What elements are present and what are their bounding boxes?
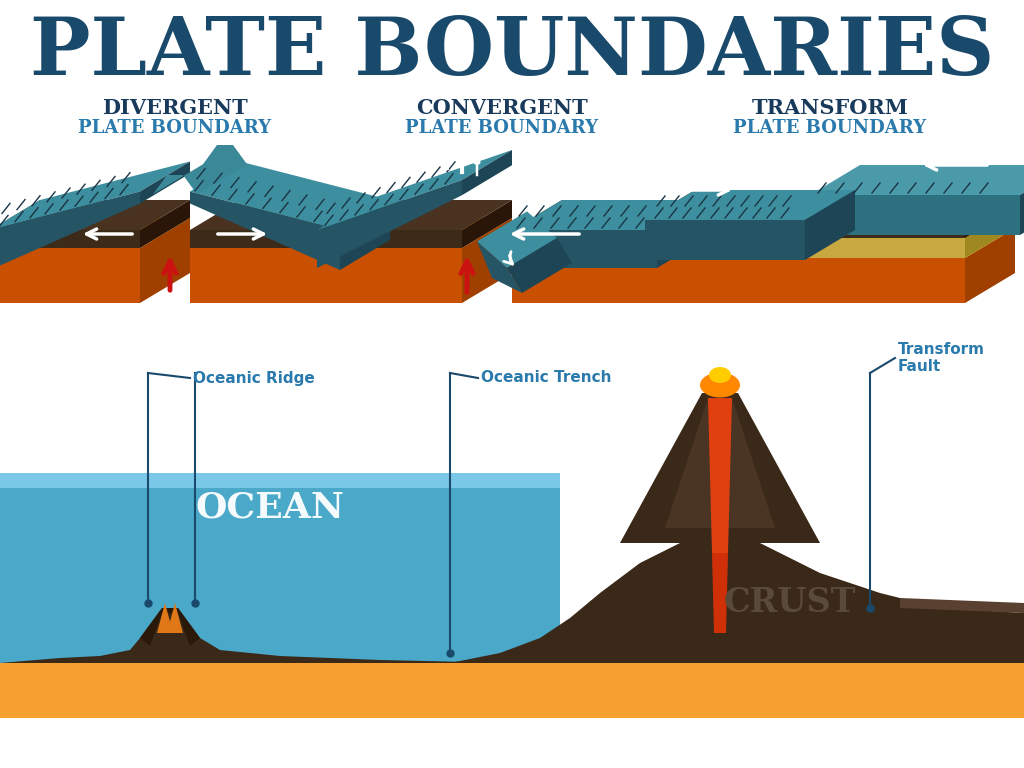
Polygon shape bbox=[0, 218, 190, 248]
Polygon shape bbox=[340, 200, 390, 248]
Polygon shape bbox=[0, 473, 560, 488]
Polygon shape bbox=[317, 180, 462, 268]
Text: CONVERGENT: CONVERGENT bbox=[416, 98, 588, 118]
Polygon shape bbox=[190, 218, 390, 248]
Text: TRANSFORM: TRANSFORM bbox=[752, 98, 908, 118]
Ellipse shape bbox=[700, 372, 740, 398]
Polygon shape bbox=[190, 191, 340, 270]
Polygon shape bbox=[512, 248, 657, 303]
Text: PLATE BOUNDARIES: PLATE BOUNDARIES bbox=[30, 14, 994, 92]
Text: PLATE BOUNDARY: PLATE BOUNDARY bbox=[79, 119, 271, 137]
Polygon shape bbox=[340, 200, 390, 270]
Polygon shape bbox=[0, 248, 140, 303]
Polygon shape bbox=[317, 150, 512, 230]
Polygon shape bbox=[153, 145, 247, 194]
Polygon shape bbox=[708, 398, 732, 553]
Polygon shape bbox=[665, 398, 775, 528]
Polygon shape bbox=[140, 161, 190, 204]
Polygon shape bbox=[190, 248, 340, 303]
Polygon shape bbox=[317, 200, 512, 230]
Polygon shape bbox=[657, 200, 707, 248]
Polygon shape bbox=[317, 218, 512, 248]
Polygon shape bbox=[140, 200, 190, 248]
Polygon shape bbox=[462, 218, 512, 303]
Polygon shape bbox=[900, 598, 1024, 613]
Polygon shape bbox=[645, 258, 965, 303]
Polygon shape bbox=[1020, 165, 1024, 235]
Polygon shape bbox=[645, 190, 1015, 220]
Text: PLATE BOUNDARY: PLATE BOUNDARY bbox=[406, 119, 599, 137]
Polygon shape bbox=[657, 218, 707, 303]
Polygon shape bbox=[317, 230, 462, 248]
Polygon shape bbox=[480, 578, 1024, 663]
Ellipse shape bbox=[456, 147, 468, 155]
Polygon shape bbox=[340, 218, 390, 303]
Polygon shape bbox=[645, 238, 965, 258]
Polygon shape bbox=[645, 228, 1015, 258]
Polygon shape bbox=[157, 603, 173, 633]
Polygon shape bbox=[657, 200, 707, 268]
Polygon shape bbox=[167, 603, 183, 633]
Polygon shape bbox=[450, 533, 1024, 663]
Polygon shape bbox=[965, 190, 1015, 238]
Polygon shape bbox=[190, 200, 390, 230]
Polygon shape bbox=[645, 220, 965, 238]
Text: DIVERGENT: DIVERGENT bbox=[102, 98, 248, 118]
Polygon shape bbox=[805, 190, 855, 260]
Polygon shape bbox=[512, 218, 707, 248]
Polygon shape bbox=[190, 230, 340, 248]
FancyArrowPatch shape bbox=[504, 252, 513, 264]
Polygon shape bbox=[0, 161, 190, 230]
Polygon shape bbox=[0, 663, 1024, 718]
Polygon shape bbox=[507, 238, 572, 293]
Polygon shape bbox=[140, 608, 200, 646]
Polygon shape bbox=[810, 195, 1020, 235]
Text: OCEAN: OCEAN bbox=[196, 491, 344, 525]
Polygon shape bbox=[0, 230, 140, 248]
Polygon shape bbox=[477, 241, 522, 293]
Ellipse shape bbox=[709, 367, 731, 383]
Polygon shape bbox=[0, 191, 140, 270]
Polygon shape bbox=[0, 473, 560, 663]
Polygon shape bbox=[645, 220, 805, 260]
Polygon shape bbox=[512, 230, 657, 248]
Polygon shape bbox=[620, 393, 820, 543]
Text: Oceanic Ridge: Oceanic Ridge bbox=[193, 370, 314, 386]
Polygon shape bbox=[317, 248, 462, 303]
Text: PLATE BOUNDARY: PLATE BOUNDARY bbox=[733, 119, 927, 137]
Text: CRUST: CRUST bbox=[724, 587, 856, 620]
Polygon shape bbox=[477, 211, 557, 268]
Polygon shape bbox=[512, 230, 657, 268]
Polygon shape bbox=[965, 208, 1015, 258]
Polygon shape bbox=[140, 218, 190, 303]
Polygon shape bbox=[462, 200, 512, 248]
Polygon shape bbox=[512, 200, 707, 230]
Polygon shape bbox=[645, 190, 855, 220]
Polygon shape bbox=[810, 165, 1024, 195]
Text: Oceanic Trench: Oceanic Trench bbox=[481, 370, 611, 386]
Text: Transform
Fault: Transform Fault bbox=[898, 342, 985, 374]
Ellipse shape bbox=[473, 160, 480, 165]
Polygon shape bbox=[0, 200, 190, 230]
Polygon shape bbox=[645, 208, 1015, 238]
Polygon shape bbox=[462, 150, 512, 195]
Polygon shape bbox=[512, 200, 707, 230]
Polygon shape bbox=[480, 578, 1024, 663]
Ellipse shape bbox=[442, 151, 452, 156]
Polygon shape bbox=[712, 553, 728, 633]
Polygon shape bbox=[965, 228, 1015, 303]
Polygon shape bbox=[0, 608, 560, 663]
Polygon shape bbox=[190, 161, 390, 230]
